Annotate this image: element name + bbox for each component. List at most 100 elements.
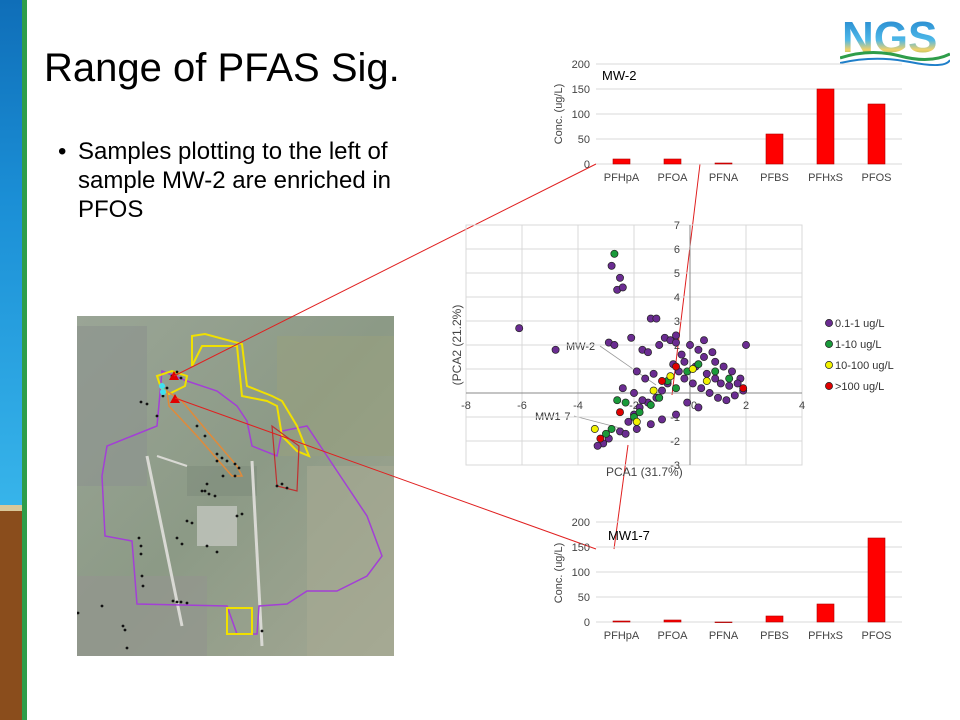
pca-y-tick-label: 4	[674, 292, 680, 304]
pca-point-series-1	[658, 415, 666, 424]
site-map-graphic	[76, 316, 394, 656]
pca-point-series-1	[618, 283, 627, 292]
pca-point-series-2	[635, 408, 644, 417]
pca-point-series-1	[686, 341, 694, 349]
pca-legend-label-4: >100 ug/L	[835, 381, 884, 393]
pca-y-tick-label: 3	[674, 316, 680, 328]
mw2-y-tick-label: 0	[584, 159, 590, 171]
pca-x-tick-label: -8	[461, 400, 471, 412]
mw1-7-x-tick-label: PFHpA	[604, 630, 640, 642]
pca-point-series-1	[624, 417, 633, 426]
mw1-7-y-tick-label: 50	[578, 592, 590, 604]
pca-point-series-1	[722, 396, 731, 405]
pca-y-tick-label: 7	[674, 220, 680, 232]
mw1-7-x-tick-label: PFOA	[658, 630, 689, 642]
connector-map-to-mw2	[173, 163, 597, 377]
pca-point-series-1	[649, 369, 658, 378]
mw1-7-y-tick-label: 0	[584, 617, 590, 629]
pca-point-series-3	[632, 417, 641, 426]
pca-point-series-1	[632, 367, 641, 376]
sidebar-blue-band	[0, 0, 22, 505]
pca-point-series-2	[621, 398, 630, 407]
pca-y-tick-label: -2	[670, 436, 680, 448]
slide-title: Range of PFAS Sig.	[44, 46, 400, 90]
pca-point-series-1	[683, 398, 692, 407]
pca-point-series-1	[618, 384, 627, 393]
pca-x-tick-label: 4	[799, 400, 805, 412]
mw2-bar-pfhxs	[816, 88, 835, 165]
pca-point-series-4	[658, 377, 666, 385]
bullet-dot: •	[58, 138, 67, 165]
pca-point-series-1	[702, 369, 711, 378]
pca-point-series-1	[694, 403, 703, 412]
pca-legend-marker-4	[825, 382, 833, 390]
mw1-7-bar-chart: MW1-7 Conc. (ug/L) 0 50 100 150 200 PFHpA PFOA…	[553, 517, 902, 642]
pca-point-series-1	[705, 389, 714, 397]
pca-point-series-1	[730, 391, 739, 400]
pca-point-series-1	[680, 374, 689, 383]
pca-point-series-1	[621, 429, 630, 438]
pca-point-series-1	[658, 386, 666, 395]
mw2-bar-pfos	[867, 103, 886, 165]
pca-point-series-3	[702, 377, 711, 385]
sidebar-brown-band	[0, 511, 22, 720]
pca-y-tick-label: 5	[674, 268, 680, 280]
pca-point-series-1	[593, 441, 602, 450]
logo-graphic: NGS	[839, 13, 951, 66]
pca-point-series-1	[716, 379, 725, 388]
pca-point-series-4	[672, 362, 680, 371]
pca-point-series-1	[655, 341, 664, 349]
sidebar-sand-band	[0, 505, 22, 511]
connector-map-to-mw1-7	[174, 397, 597, 550]
mw2-y-tick-label: 200	[572, 59, 590, 71]
mw2-bar-pfbs	[765, 133, 784, 165]
mw1-7-y-axis-label: Conc. (ug/L)	[553, 543, 565, 604]
mw1-7-y-tick-label: 100	[572, 567, 590, 579]
mw1-7-bar-pfhxs	[816, 603, 835, 623]
sidebar-green-line	[22, 0, 27, 720]
pca-point-series-2	[610, 249, 619, 258]
pca-legend-marker-2	[825, 340, 833, 348]
pca-point-series-1	[616, 273, 624, 282]
pca-point-series-4	[596, 434, 605, 443]
pca-point-series-1	[688, 379, 697, 388]
pca-legend-marker-3	[825, 361, 833, 369]
mw1-7-x-tick-label: PFNA	[709, 630, 739, 642]
pca-legend-label-1: 0.1-1 ug/L	[835, 318, 885, 330]
mw1-7-bar-pfna	[714, 621, 733, 623]
mw2-x-tick-label: PFOA	[658, 172, 689, 184]
pca-point-series-1	[638, 396, 647, 405]
ngs-logo: NGS	[839, 10, 951, 68]
mw1-7-bar-pfoa	[663, 619, 682, 623]
pca-y-axis-label: (PCA2 (21.2%)	[450, 305, 464, 386]
site-map	[76, 316, 394, 656]
highlight-sample-cyan	[159, 383, 165, 389]
pca-point-series-1	[677, 350, 686, 359]
mw1-7-x-tick-label: PFHxS	[808, 630, 843, 642]
mw1-7-bar-pfos	[867, 537, 886, 623]
mw1-7-chart-title: MW1-7	[608, 528, 650, 543]
mw2-y-tick-label: 150	[572, 84, 590, 96]
mw1-7-y-tick-label: 150	[572, 542, 590, 554]
sample-location-dots	[76, 370, 289, 650]
pca-point-series-1	[694, 345, 703, 354]
mw1-7-x-tick-label: PFBS	[760, 630, 789, 642]
pca-point-series-2	[646, 401, 655, 409]
pca-point-series-1	[646, 420, 655, 429]
pca-point-series-1	[672, 410, 680, 419]
mw2-bar-chart: MW-2 Conc. (ug/L) 0 50 100 150 200 PFHpA PFOA P…	[553, 59, 902, 184]
pca-point-series-1	[708, 348, 717, 357]
mw1-7-y-tick-label: 200	[572, 517, 590, 529]
pca-point-series-1	[728, 367, 736, 376]
pca-point-series-1	[700, 353, 708, 361]
pca-legend-label-2: 1-10 ug/L	[835, 339, 881, 351]
mw2-x-tick-label: PFBS	[760, 172, 789, 184]
pca-point-series-1	[733, 379, 742, 388]
pca-legend-label-3: 10-100 ug/L	[835, 360, 894, 372]
pca-point-series-1	[697, 384, 706, 393]
connector-scatter-to-mw2	[671, 163, 701, 396]
annotation-mw2: MW-2	[566, 341, 595, 353]
pca-point-series-1	[610, 341, 619, 349]
mw2-chart-title: MW-2	[602, 68, 636, 83]
